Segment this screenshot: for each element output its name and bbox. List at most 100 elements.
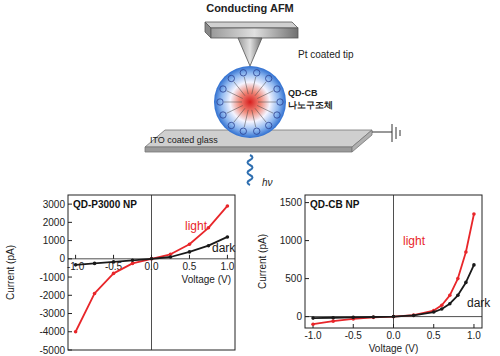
ligand-chain bbox=[257, 91, 273, 99]
ligand bbox=[254, 70, 260, 76]
data-point bbox=[226, 204, 230, 208]
data-point bbox=[131, 262, 135, 266]
cantilever-side bbox=[205, 22, 211, 38]
data-point bbox=[456, 294, 460, 298]
y-tick bbox=[305, 316, 309, 317]
y-tick bbox=[68, 350, 72, 351]
data-point bbox=[331, 316, 335, 320]
ligand bbox=[220, 86, 226, 92]
ligand bbox=[220, 112, 226, 118]
data-point bbox=[74, 263, 78, 267]
particle-label: 나노구조체 bbox=[288, 100, 333, 110]
data-point bbox=[472, 263, 476, 267]
data-point bbox=[311, 322, 315, 326]
y-tick-label: 1000 bbox=[43, 235, 66, 246]
x-tick bbox=[393, 324, 394, 328]
data-point bbox=[464, 250, 468, 254]
series-line bbox=[313, 214, 474, 324]
data-point bbox=[331, 319, 335, 323]
data-point bbox=[188, 242, 192, 246]
ligand bbox=[228, 75, 234, 81]
y-tick bbox=[68, 258, 72, 259]
substrate-label: ITO coated glass bbox=[150, 135, 218, 145]
x-tick-label: 0.0 bbox=[387, 330, 401, 341]
x-tick-label: 1.0 bbox=[467, 330, 481, 341]
y-tick-label: 3000 bbox=[43, 199, 66, 210]
x-tick-label: 0.5 bbox=[183, 261, 197, 272]
y-tick-label: 2000 bbox=[43, 217, 66, 228]
y-tick-label: 500 bbox=[285, 273, 302, 284]
y-tick-label: -2000 bbox=[39, 290, 65, 301]
data-point bbox=[372, 316, 376, 320]
diagram-title: Conducting AFM bbox=[206, 2, 294, 14]
chart-title: QD-P3000 NP bbox=[73, 199, 137, 210]
afm-diagram: Conducting AFM Pt coated tip ITO coated gl… bbox=[145, 2, 400, 188]
y-tick bbox=[68, 277, 72, 278]
particle-label: QD-CB bbox=[288, 88, 318, 98]
data-point bbox=[472, 212, 476, 216]
x-axis-title: Voltage (V) bbox=[369, 343, 418, 354]
zero-line bbox=[151, 195, 152, 350]
ligand bbox=[217, 99, 223, 105]
data-point bbox=[169, 255, 173, 259]
ligand-chain bbox=[234, 82, 245, 96]
x-tick bbox=[227, 255, 228, 259]
data-point bbox=[131, 258, 135, 262]
x-tick-label: -1.0 bbox=[67, 261, 85, 272]
data-point bbox=[392, 315, 396, 319]
ligand-chain bbox=[257, 105, 273, 113]
ligand-chain bbox=[255, 108, 266, 122]
series-line bbox=[313, 265, 474, 318]
y-axis-title: Current (pA) bbox=[5, 245, 16, 300]
chart-title: QD-CB NP bbox=[310, 199, 360, 210]
data-point bbox=[440, 303, 444, 307]
ligand bbox=[277, 99, 283, 105]
series-label: light bbox=[403, 234, 426, 248]
data-point bbox=[448, 302, 452, 306]
y-tick bbox=[305, 240, 309, 241]
x-tick-label: 0.5 bbox=[427, 330, 441, 341]
ligand bbox=[228, 122, 234, 128]
ligand bbox=[266, 75, 272, 81]
series-line bbox=[76, 206, 228, 332]
data-point bbox=[112, 272, 116, 276]
data-point bbox=[448, 294, 452, 298]
light-label: hν bbox=[262, 177, 273, 188]
data-point bbox=[432, 310, 436, 314]
ligand bbox=[254, 128, 260, 134]
data-point bbox=[372, 315, 376, 319]
y-tick bbox=[305, 202, 309, 203]
ligand-chain bbox=[234, 108, 245, 122]
ligand-chain bbox=[258, 102, 276, 103]
data-point bbox=[188, 250, 192, 254]
x-tick-label: -0.5 bbox=[345, 330, 363, 341]
data-point bbox=[74, 330, 78, 334]
iv-chart: -5000-4000-3000-2000-10000100020003000-1… bbox=[5, 195, 236, 356]
iv-chart: 050010001500-1.0-0.50.00.51.0Voltage (V)… bbox=[257, 195, 491, 354]
data-point bbox=[226, 235, 230, 239]
plot-frame bbox=[68, 195, 235, 350]
x-axis-title: Voltage (V) bbox=[182, 274, 231, 285]
ligand-chain bbox=[244, 110, 248, 128]
data-point bbox=[93, 262, 97, 266]
data-marks bbox=[74, 204, 229, 333]
data-point bbox=[207, 244, 211, 248]
cantilever-top bbox=[205, 22, 298, 28]
data-point bbox=[412, 314, 416, 318]
data-point bbox=[112, 260, 116, 264]
ito-glass-side bbox=[352, 130, 372, 152]
cantilever-front bbox=[211, 28, 298, 38]
tip-label: Pt coated tip bbox=[298, 49, 354, 60]
ligand-chain bbox=[227, 105, 243, 113]
x-tick bbox=[353, 324, 354, 328]
data-point bbox=[392, 315, 396, 319]
y-tick bbox=[68, 222, 72, 223]
figure: Conducting AFM Pt coated tip ITO coated gl… bbox=[0, 0, 500, 356]
series-label: light bbox=[185, 219, 208, 233]
y-tick bbox=[305, 278, 309, 279]
afm-tip bbox=[238, 38, 262, 66]
data-point bbox=[412, 313, 416, 317]
ground-symbol bbox=[396, 127, 397, 139]
y-tick-label: -1000 bbox=[39, 272, 65, 283]
data-point bbox=[93, 292, 97, 296]
